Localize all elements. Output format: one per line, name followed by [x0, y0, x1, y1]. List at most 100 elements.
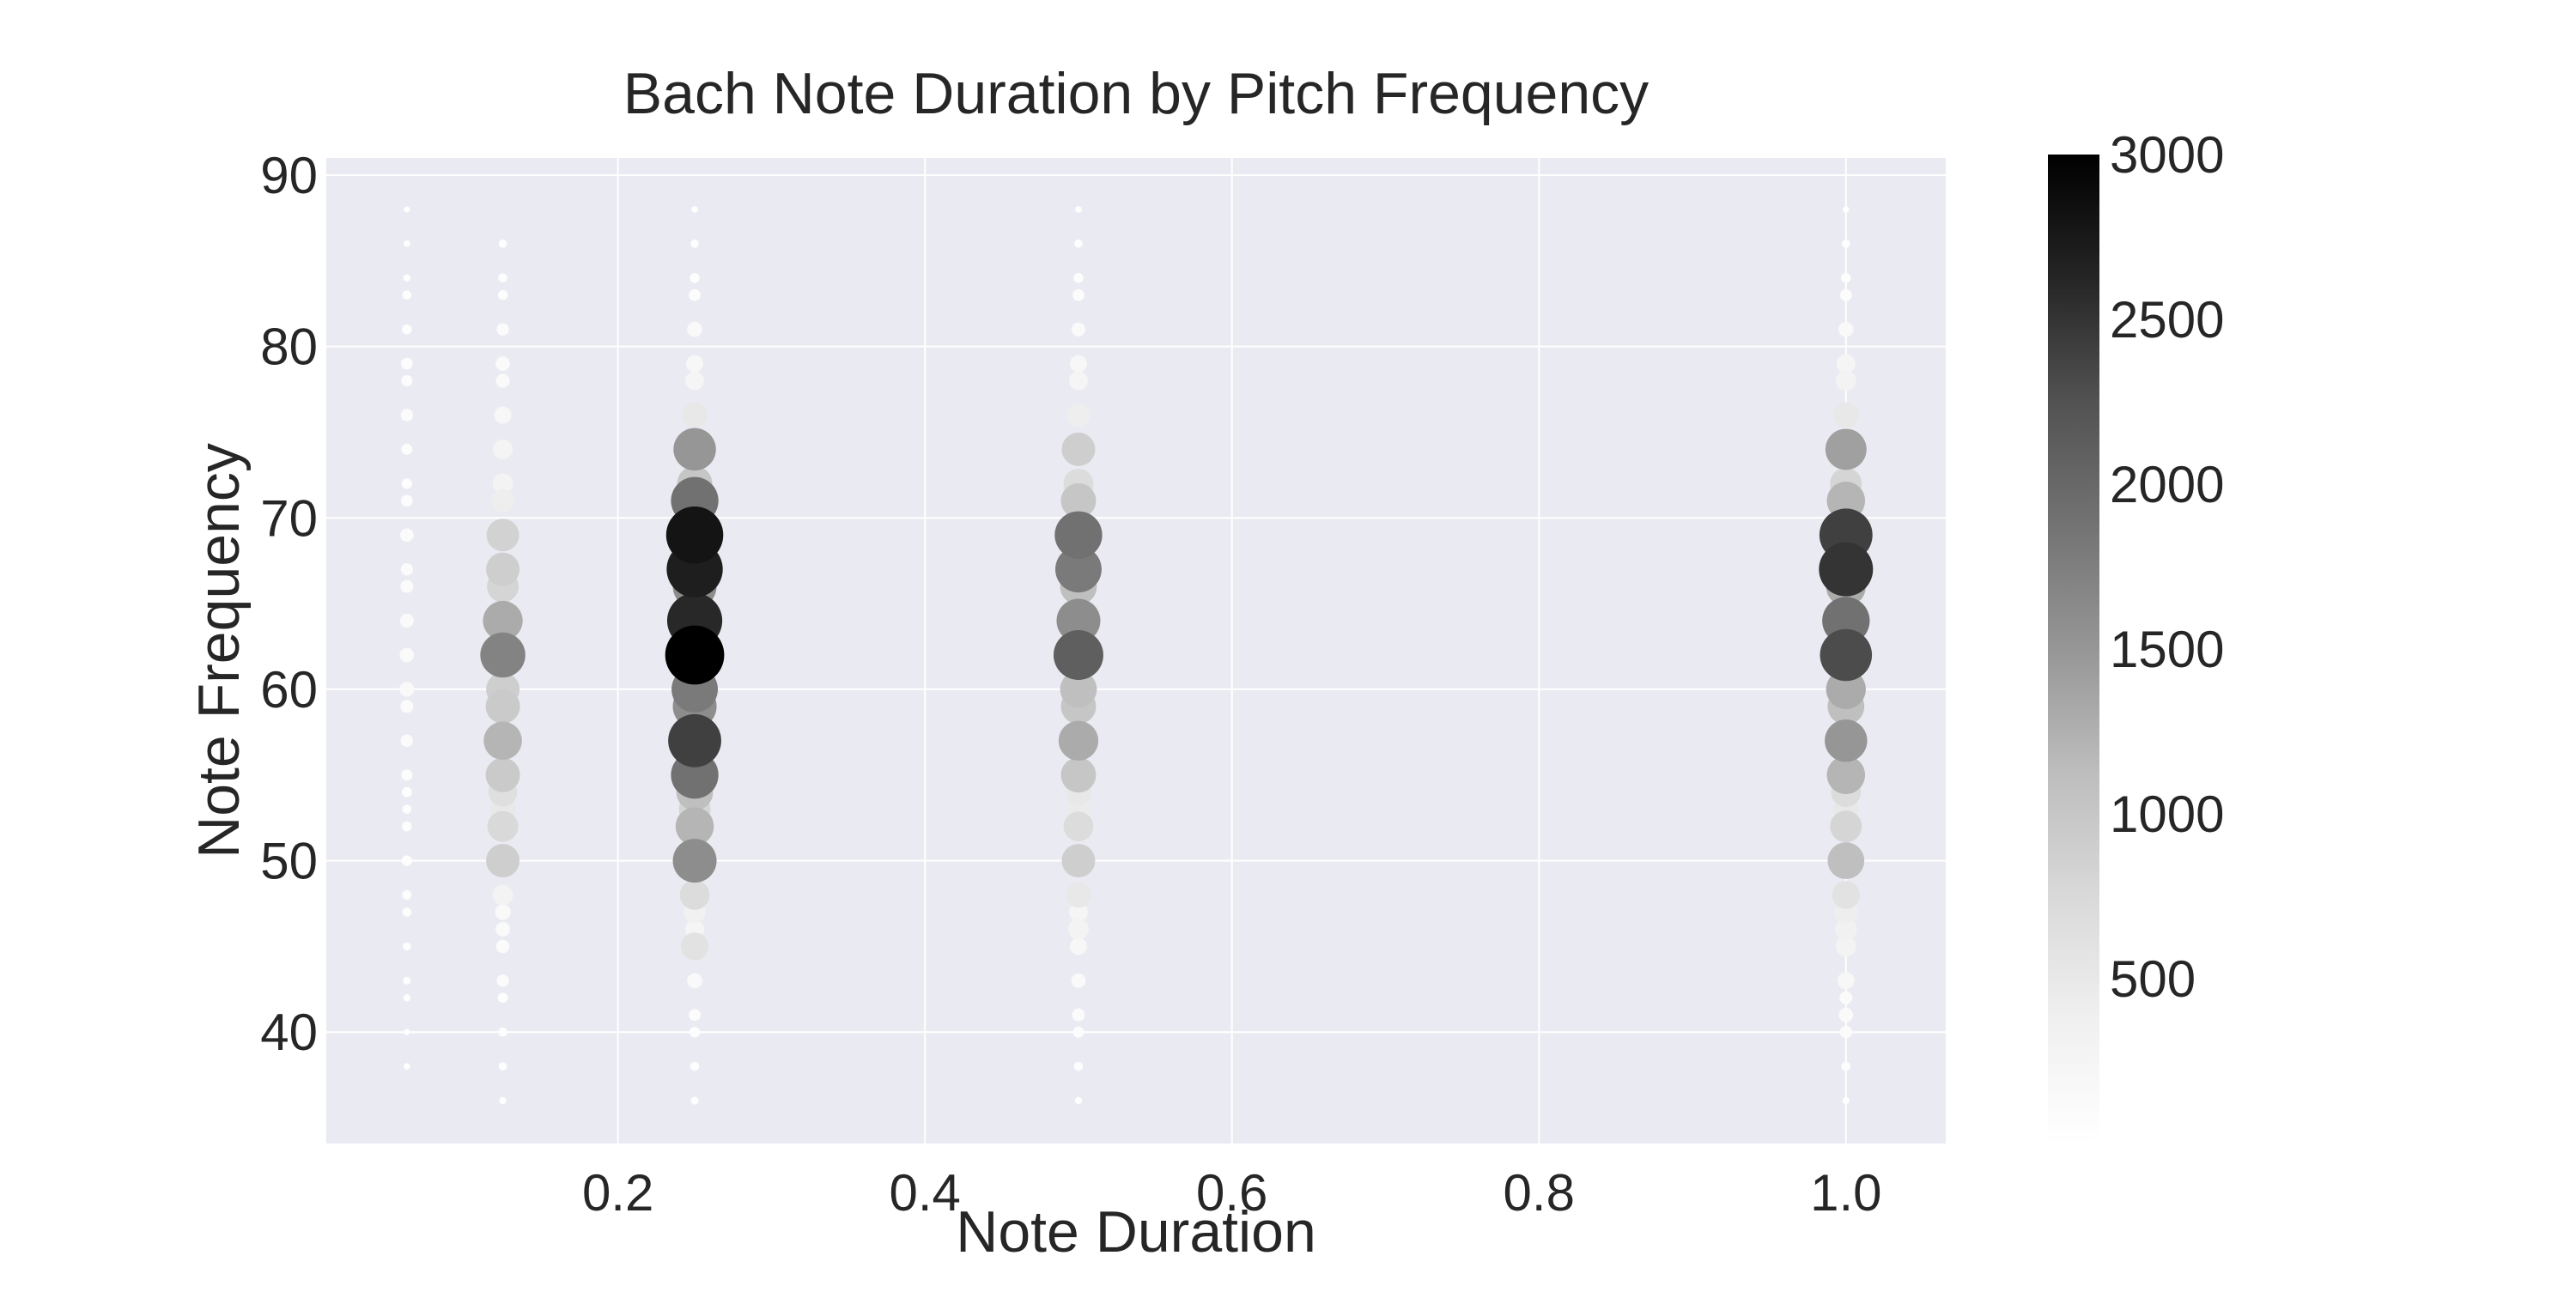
scatter-point [400, 494, 413, 507]
scatter-point [401, 786, 412, 798]
scatter-point [1841, 273, 1851, 283]
scatter-point [1072, 1008, 1085, 1022]
scatter-point [480, 632, 526, 678]
scatter-point [1063, 811, 1094, 842]
scatter-point [483, 721, 522, 761]
scatter-point [672, 839, 717, 883]
scatter-point [1842, 240, 1850, 248]
scatter-point [487, 810, 519, 842]
scatter-point [1825, 428, 1867, 470]
scatter-point [494, 406, 512, 424]
scatter-point [401, 478, 413, 489]
scatter-point [1832, 402, 1859, 428]
scatter-point [401, 375, 413, 387]
scatter-point [403, 976, 411, 985]
scatter-point [686, 355, 704, 373]
scatter-point [400, 528, 414, 543]
y-axis-label: Note Frequency [186, 443, 252, 858]
scatter-point [690, 1096, 699, 1105]
scatter-point [1056, 598, 1101, 643]
scatter-point [1071, 322, 1086, 337]
scatter-point [1075, 206, 1082, 213]
y-tick-label: 50 [260, 833, 318, 890]
colorbar-tick-label: 500 [2110, 950, 2196, 1008]
scatter-point [495, 356, 510, 371]
scatter-point [1837, 972, 1855, 990]
x-tick-label: 0.4 [889, 1164, 960, 1222]
scatter-point [498, 273, 507, 283]
scatter-point [1069, 937, 1087, 955]
scatter-point [498, 1027, 507, 1037]
scatter-point [399, 647, 415, 663]
scatter-point [498, 240, 507, 248]
scatter-point [1825, 719, 1868, 762]
scatter-point [402, 821, 412, 832]
scatter-point [690, 273, 700, 283]
scatter-point [1819, 542, 1874, 597]
scatter-point [689, 288, 701, 301]
scatter-point [400, 579, 414, 593]
scatter-point [1832, 881, 1860, 909]
scatter-point [1839, 1026, 1852, 1039]
scatter-point [497, 992, 508, 1004]
scatter-point [402, 889, 412, 901]
scatter-point [495, 922, 510, 937]
scatter-point [400, 357, 413, 370]
scatter-point [495, 939, 510, 954]
scatter-point [498, 1062, 507, 1071]
scatter-point [1061, 432, 1096, 466]
scatter-point [665, 625, 725, 685]
scatter-point [404, 240, 410, 247]
scatter-point [1835, 918, 1857, 941]
y-tick-label: 60 [260, 661, 318, 719]
scatter-point [685, 371, 705, 391]
scatter-point [400, 700, 414, 713]
scatter-point [399, 613, 414, 628]
y-tick-label: 80 [260, 318, 318, 376]
scatter-point [400, 409, 414, 422]
scatter-point [1839, 288, 1852, 301]
scatter-point [675, 807, 714, 846]
colorbar-ticks: 500 1000 1500 2000 2500 3000 [2110, 126, 2224, 1008]
scatter-point [679, 880, 710, 910]
scatter-point [1069, 355, 1087, 373]
scatter-point [497, 289, 508, 300]
scatter-point [1061, 844, 1096, 878]
scatter-point [1073, 1061, 1084, 1071]
chart-title: Bach Note Duration by Pitch Frequency [623, 61, 1649, 126]
scatter-point [690, 240, 699, 248]
scatter-point [1072, 288, 1084, 301]
scatter-point [1841, 1061, 1851, 1071]
scatter-point [1835, 370, 1856, 391]
colorbar [2048, 155, 2099, 1143]
scatter-point [1054, 511, 1103, 559]
scatter-point [493, 439, 513, 459]
y-tick-label: 70 [260, 489, 318, 547]
scatter-point [1060, 482, 1097, 519]
scatter-point [665, 506, 724, 564]
scatter-point [1838, 1007, 1854, 1022]
x-tick-label: 0.6 [1196, 1164, 1267, 1222]
y-tick-label: 40 [260, 1004, 318, 1061]
scatter-point [403, 994, 411, 1002]
scatter-point [689, 1027, 701, 1038]
scatter-point [682, 402, 708, 428]
scatter-point [1842, 206, 1850, 213]
scatter-point [1053, 629, 1103, 680]
scatter-point [492, 473, 513, 494]
scatter-point [1074, 1096, 1083, 1105]
scatter-point [1827, 842, 1865, 879]
scatter-point [1839, 991, 1853, 1004]
scatter-point [687, 321, 702, 337]
colorbar-tick-label: 3000 [2110, 126, 2224, 184]
scatter-point [1071, 973, 1086, 988]
scatter-point [401, 443, 413, 455]
scatter-point [1820, 628, 1873, 682]
scatter-point [1838, 321, 1854, 337]
scatter-point [1066, 882, 1091, 908]
x-tick-label: 1.0 [1810, 1164, 1881, 1222]
scatter-point [1055, 546, 1102, 593]
y-axis-ticks: 40 50 60 70 80 90 [260, 147, 318, 1061]
scatter-point [402, 324, 412, 335]
scatter-point [1058, 720, 1099, 761]
